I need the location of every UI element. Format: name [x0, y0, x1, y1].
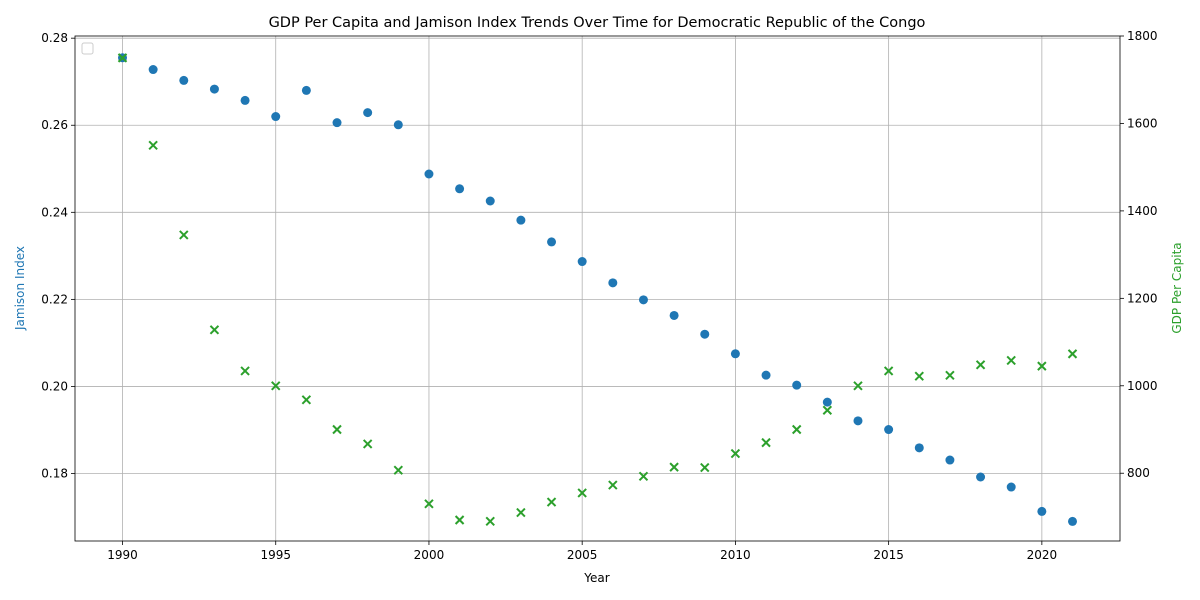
x-tick-label: 2015	[873, 548, 904, 562]
axis-ticks: 1990 1995 2000 2005 2010 2015 2020 0.18 0.20 0.22…	[41, 29, 1157, 562]
gdp-point	[148, 140, 158, 151]
gdp-point	[516, 507, 526, 518]
left-axis-title: Jamison Index	[13, 246, 27, 331]
gdp-point	[791, 424, 802, 435]
jamison-point	[822, 397, 832, 407]
gdp-point	[1067, 349, 1078, 359]
jamison-point	[485, 196, 495, 206]
jamison-point	[853, 416, 863, 426]
jamison-point	[424, 169, 434, 179]
right-y-tick-label: 1600	[1127, 116, 1158, 130]
plot-frame	[74, 35, 1121, 542]
left-y-tick-label: 0.28	[41, 31, 68, 45]
gdp-point	[485, 516, 495, 527]
left-y-tick-label: 0.26	[41, 118, 68, 132]
jamison-point	[761, 370, 771, 380]
gdp-point	[914, 371, 924, 381]
jamison-point	[669, 310, 679, 320]
right-y-tick-label: 1400	[1127, 204, 1158, 218]
legend-box	[81, 42, 94, 55]
gdp-point	[117, 53, 128, 63]
jamison-point	[363, 108, 373, 118]
gdp-point	[240, 366, 250, 376]
chart-title: GDP Per Capita and Jamison Index Trends …	[269, 15, 926, 31]
jamison-point	[332, 118, 342, 128]
gdp-point	[362, 439, 373, 449]
jamison-point	[1006, 482, 1016, 492]
jamison-point	[516, 215, 526, 225]
jamison-point	[271, 112, 281, 122]
jamison-point	[730, 349, 740, 359]
gdp-point	[975, 360, 986, 370]
data-points	[117, 53, 1078, 527]
gdp-point	[822, 405, 833, 415]
gdp-point	[332, 424, 342, 435]
gdp-point	[1006, 355, 1016, 366]
x-axis-title: Year	[583, 571, 609, 585]
gdp-point	[577, 488, 587, 498]
jamison-point	[301, 85, 311, 95]
jamison-point	[179, 75, 189, 85]
gdp-point	[271, 381, 281, 391]
gdp-point	[424, 499, 434, 509]
gdp-point	[393, 465, 404, 475]
jamison-point	[608, 278, 618, 288]
gdp-point	[945, 370, 955, 380]
jamison-point	[148, 65, 158, 75]
jamison-point	[547, 237, 557, 247]
gdp-point	[209, 325, 220, 335]
left-y-tick-label: 0.22	[41, 292, 68, 306]
jamison-point	[700, 329, 710, 339]
right-y-tick-label: 1200	[1127, 291, 1158, 305]
jamison-point	[792, 380, 802, 390]
left-y-tick-label: 0.20	[41, 379, 68, 393]
x-tick-label: 2005	[567, 548, 598, 562]
jamison-point	[240, 95, 250, 105]
right-axis-title: GDP Per Capita	[1170, 242, 1184, 333]
jamison-point	[393, 120, 403, 130]
x-tick-label: 2000	[414, 548, 445, 562]
right-y-tick-label: 1800	[1127, 29, 1158, 43]
gdp-point	[669, 462, 679, 472]
right-y-tick-label: 1000	[1127, 379, 1158, 393]
gdp-point	[454, 515, 465, 525]
left-y-tick-label: 0.24	[41, 205, 68, 219]
jamison-point	[209, 84, 219, 94]
gdp-point	[883, 366, 894, 376]
x-tick-label: 1995	[260, 548, 291, 562]
jamison-point	[945, 455, 955, 465]
gdp-point	[638, 471, 649, 481]
jamison-point	[638, 295, 648, 305]
x-tick-label: 2020	[1027, 548, 1058, 562]
jamison-point	[455, 184, 465, 194]
jamison-point	[884, 425, 894, 435]
gdp-point	[179, 230, 189, 240]
gdp-point	[1037, 361, 1047, 371]
gdp-point	[761, 437, 771, 448]
gdp-point	[608, 480, 618, 490]
jamison-point	[976, 472, 986, 482]
grid	[75, 36, 1120, 541]
left-y-tick-label: 0.18	[41, 467, 68, 481]
gdp-point	[546, 497, 557, 507]
x-tick-label: 1990	[107, 548, 138, 562]
x-tick-label: 2010	[720, 548, 751, 562]
jamison-point	[1037, 506, 1047, 516]
gdp-point	[700, 462, 710, 473]
gdp-point	[301, 395, 312, 405]
right-y-tick-label: 800	[1127, 466, 1150, 480]
jamison-point	[1068, 516, 1077, 526]
gdp-point	[730, 448, 741, 459]
jamison-point	[914, 443, 924, 453]
gdp-point	[853, 381, 863, 391]
jamison-point	[577, 257, 587, 267]
